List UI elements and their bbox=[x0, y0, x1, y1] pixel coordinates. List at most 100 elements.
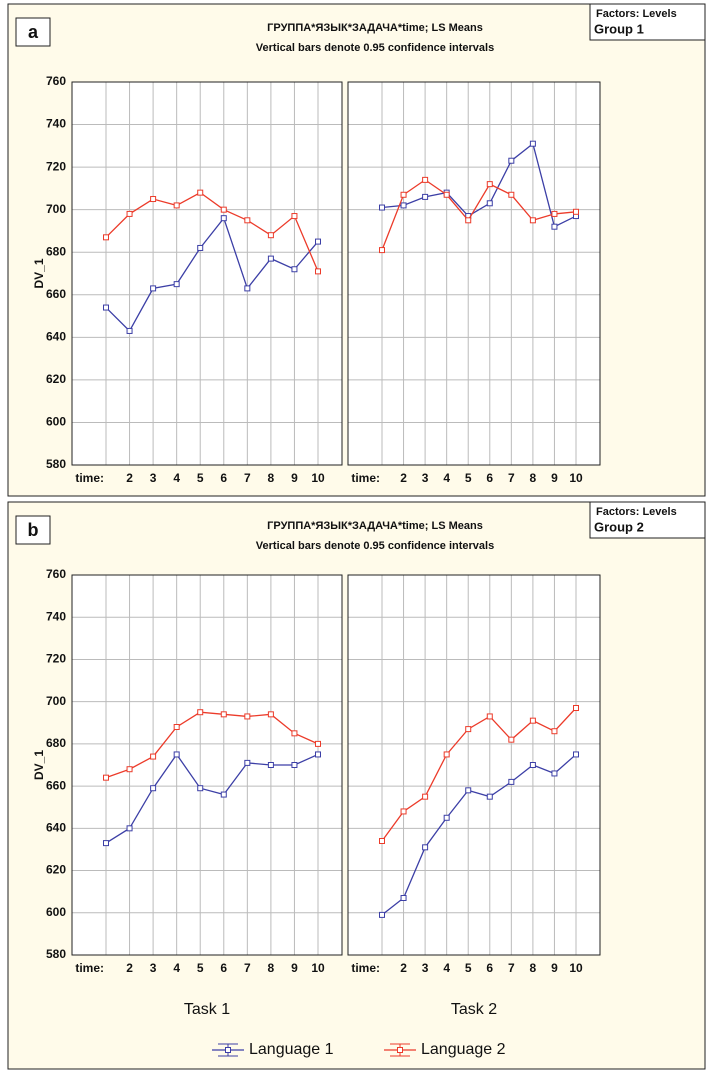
y-tick-label: 660 bbox=[46, 778, 66, 792]
y-tick-label: 720 bbox=[46, 159, 66, 173]
plot-area bbox=[347, 81, 601, 466]
x-tick-label: 8 bbox=[268, 471, 275, 485]
point-marker bbox=[486, 181, 493, 188]
y-tick-label: 620 bbox=[46, 863, 66, 877]
point-marker bbox=[465, 726, 472, 733]
point-marker bbox=[315, 268, 321, 275]
x-tick-label: 2 bbox=[126, 961, 133, 975]
legend-label: Language 2 bbox=[421, 1041, 506, 1058]
y-axis-label: DV_1 bbox=[32, 258, 46, 288]
point-marker bbox=[529, 717, 536, 724]
group-label: Group 2 bbox=[594, 519, 644, 534]
x-tick-label: 10 bbox=[311, 961, 325, 975]
panel-label: a bbox=[28, 22, 39, 42]
point-marker bbox=[508, 191, 515, 198]
point-marker bbox=[508, 157, 515, 164]
y-tick-label: 620 bbox=[46, 372, 66, 386]
factors-box bbox=[589, 3, 706, 41]
x-tick-label: 2 bbox=[126, 471, 133, 485]
x-tick-label: 7 bbox=[508, 961, 515, 975]
point-marker bbox=[508, 778, 515, 785]
x-tick-label: 8 bbox=[530, 961, 537, 975]
x-tick-label: 2 bbox=[400, 961, 407, 975]
point-marker bbox=[150, 196, 157, 203]
point-marker bbox=[267, 232, 274, 239]
group-label: Group 1 bbox=[594, 21, 644, 36]
x-axis-label: Task 2 bbox=[451, 1001, 497, 1018]
point-marker bbox=[379, 204, 385, 211]
x-tick-label: 9 bbox=[551, 961, 558, 975]
point-marker bbox=[244, 713, 251, 720]
factors-label: Factors: Levels bbox=[596, 8, 677, 20]
plot-frame bbox=[347, 81, 601, 466]
series-line bbox=[105, 711, 319, 779]
point-marker bbox=[529, 217, 536, 224]
y-tick-label: 740 bbox=[46, 117, 66, 131]
point-marker bbox=[197, 189, 204, 196]
x-tick-label: 3 bbox=[150, 961, 157, 975]
x-tick-label: 10 bbox=[569, 471, 583, 485]
point-marker bbox=[422, 844, 429, 851]
legend-marker bbox=[397, 1047, 403, 1053]
x-tick-label: 4 bbox=[443, 471, 450, 485]
point-marker bbox=[291, 730, 298, 737]
panel-subtitle: Vertical bars denote 0.95 confidence int… bbox=[256, 540, 494, 552]
point-marker bbox=[315, 238, 321, 245]
x-tick-label: 4 bbox=[173, 961, 180, 975]
point-marker bbox=[291, 762, 298, 768]
point-marker bbox=[443, 814, 450, 821]
point-marker bbox=[422, 793, 429, 800]
point-marker bbox=[126, 825, 133, 832]
point-marker bbox=[267, 711, 274, 718]
point-marker bbox=[267, 255, 274, 262]
y-tick-label: 760 bbox=[46, 74, 66, 88]
y-tick-label: 700 bbox=[46, 694, 66, 708]
factors-box bbox=[589, 501, 706, 539]
panel-label: b bbox=[28, 520, 39, 540]
x-tick-label: 6 bbox=[220, 471, 227, 485]
point-marker bbox=[103, 234, 109, 241]
x-tick-label: 7 bbox=[244, 471, 251, 485]
point-marker bbox=[400, 895, 407, 901]
x-tick-label: 10 bbox=[569, 961, 583, 975]
plot-frame bbox=[71, 574, 343, 956]
point-marker bbox=[173, 281, 180, 288]
point-marker bbox=[173, 751, 180, 758]
x-tick-label: 3 bbox=[422, 471, 429, 485]
x-tick-label: 10 bbox=[311, 471, 325, 485]
legend-label: Language 1 bbox=[249, 1041, 334, 1058]
point-marker bbox=[551, 770, 558, 777]
y-tick-label: 740 bbox=[46, 609, 66, 623]
point-marker bbox=[573, 208, 579, 215]
x-tick-label: 4 bbox=[443, 961, 450, 975]
x-tick-label: 9 bbox=[291, 961, 298, 975]
point-marker bbox=[244, 759, 251, 766]
panel-label-box bbox=[15, 515, 51, 545]
series-line bbox=[381, 753, 577, 916]
point-marker bbox=[422, 176, 429, 183]
point-marker bbox=[220, 791, 227, 798]
panel-title: ГРУППА*ЯЗЫК*ЗАДАЧА*time; LS Means bbox=[267, 22, 483, 34]
series-line bbox=[105, 216, 319, 333]
y-tick-label: 640 bbox=[46, 821, 66, 835]
point-marker bbox=[379, 911, 385, 918]
series-line bbox=[381, 142, 577, 228]
point-marker bbox=[400, 191, 407, 198]
point-marker bbox=[551, 728, 558, 735]
x-tick-label: 7 bbox=[508, 471, 515, 485]
y-tick-label: 600 bbox=[46, 415, 66, 429]
y-tick-label: 680 bbox=[46, 736, 66, 750]
point-marker bbox=[315, 751, 321, 758]
point-marker bbox=[150, 753, 157, 760]
point-marker bbox=[197, 785, 204, 792]
x-tick-label: 5 bbox=[197, 961, 204, 975]
point-marker bbox=[197, 244, 204, 251]
legend-marker bbox=[225, 1047, 231, 1053]
x-tick-label: 5 bbox=[465, 961, 472, 975]
point-marker bbox=[173, 202, 180, 209]
point-marker bbox=[173, 724, 180, 730]
y-tick-label: 660 bbox=[46, 287, 66, 301]
y-tick-label: 580 bbox=[46, 947, 66, 961]
x-tick-label: time: bbox=[75, 471, 104, 485]
